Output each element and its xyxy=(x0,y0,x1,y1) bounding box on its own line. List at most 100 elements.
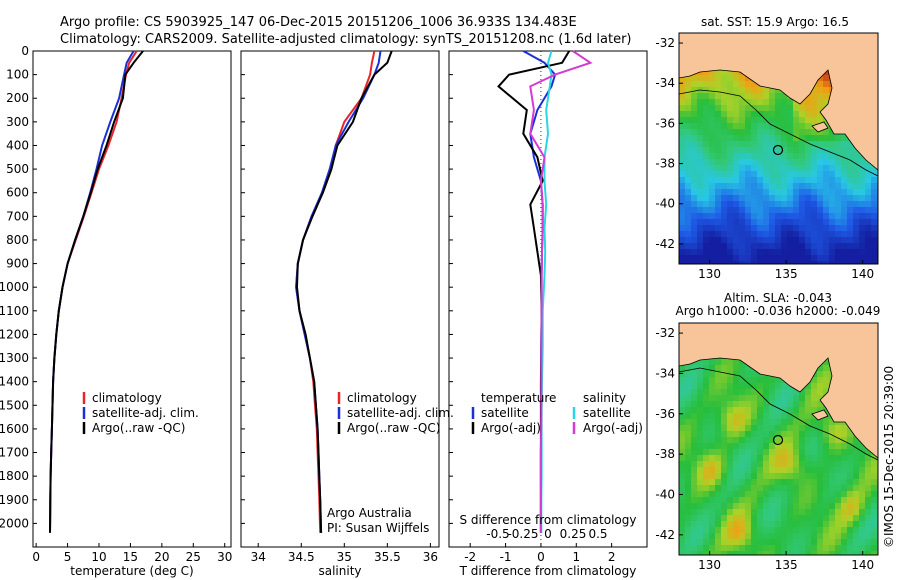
map-cell xyxy=(823,479,830,486)
sla-shelf-contour xyxy=(679,367,878,461)
map-cell xyxy=(865,189,872,196)
map-cell xyxy=(685,159,692,166)
map-cell xyxy=(793,455,800,462)
map-cell xyxy=(799,551,806,555)
map-cell xyxy=(865,455,872,462)
map-cell xyxy=(853,249,860,256)
map-cell xyxy=(775,515,782,522)
map-cell xyxy=(835,183,842,190)
map-cell xyxy=(787,225,794,232)
map-cell xyxy=(745,425,752,432)
depth-tick-label: 1900 xyxy=(0,493,29,507)
map-cell xyxy=(685,225,692,232)
map-cell xyxy=(811,437,818,444)
sla-map-subtitle: Argo h1000: -0.036 h2000: -0.049 xyxy=(676,304,881,318)
map-cell xyxy=(787,461,794,468)
map-cell xyxy=(769,473,776,480)
map-cell xyxy=(757,437,764,444)
map-cell xyxy=(757,389,764,396)
map-cell xyxy=(751,497,758,504)
map-cell xyxy=(745,503,752,510)
map-cell xyxy=(853,521,860,528)
map-cell xyxy=(679,153,686,160)
map-cell xyxy=(859,225,866,232)
map-cell xyxy=(709,479,716,486)
map-cell xyxy=(739,225,746,232)
map-cell xyxy=(811,515,818,522)
map-cell xyxy=(823,497,830,504)
map-cell xyxy=(835,237,842,244)
map-cell xyxy=(721,395,728,402)
map-cell xyxy=(691,99,698,106)
map-cell xyxy=(847,449,854,456)
map-cell xyxy=(805,231,812,238)
map-cell xyxy=(733,255,740,262)
map-cell xyxy=(721,443,728,450)
depth-tick-label: 1200 xyxy=(0,327,29,341)
map-cell xyxy=(703,503,710,510)
map-cell xyxy=(787,123,794,130)
map-cell xyxy=(793,545,800,552)
map-cell xyxy=(685,479,692,486)
map-cell xyxy=(691,377,698,384)
map-cell xyxy=(829,455,836,462)
map-cell xyxy=(781,201,788,208)
map-cell xyxy=(781,479,788,486)
map-cell xyxy=(841,183,848,190)
map-cell xyxy=(697,419,704,426)
map-cell xyxy=(805,129,812,136)
map-cell xyxy=(787,243,794,250)
map-cell xyxy=(709,195,716,202)
map-cell xyxy=(751,431,758,438)
map-cell xyxy=(745,111,752,118)
map-cell xyxy=(805,237,812,244)
map-cell xyxy=(739,123,746,130)
map-cell xyxy=(829,497,836,504)
map-cell xyxy=(739,431,746,438)
map-cell xyxy=(721,153,728,160)
map-cell xyxy=(793,129,800,136)
map-cell xyxy=(775,147,782,154)
map-cell xyxy=(865,249,872,256)
map-cell xyxy=(859,545,866,552)
map-cell xyxy=(721,515,728,522)
map-cell xyxy=(799,449,806,456)
map-cell xyxy=(811,177,818,184)
map-cell xyxy=(691,165,698,172)
map-y-tick-label: -42 xyxy=(655,237,675,251)
map-cell xyxy=(769,123,776,130)
map-cell xyxy=(727,431,734,438)
map-cell xyxy=(751,413,758,420)
map-cell xyxy=(727,69,734,76)
map-cell xyxy=(811,467,818,474)
map-cell xyxy=(841,515,848,522)
map-cell xyxy=(835,527,842,534)
series-line-satellite xyxy=(522,50,557,533)
map-cell xyxy=(727,365,734,372)
map-cell xyxy=(739,129,746,136)
map-cell xyxy=(709,135,716,142)
map-cell xyxy=(733,497,740,504)
map-cell xyxy=(799,213,806,220)
map-cell xyxy=(703,545,710,552)
map-cell xyxy=(835,189,842,196)
map-cell xyxy=(715,93,722,100)
map-cell xyxy=(757,401,764,408)
map-cell xyxy=(721,527,728,534)
map-cell xyxy=(775,395,782,402)
map-cell xyxy=(733,383,740,390)
map-cell xyxy=(823,153,830,160)
map-cell xyxy=(799,147,806,154)
map-cell xyxy=(799,521,806,528)
map-cell xyxy=(859,183,866,190)
x-tick-label: 10 xyxy=(91,550,106,564)
map-cell xyxy=(799,135,806,142)
map-cell xyxy=(757,165,764,172)
map-cell xyxy=(727,189,734,196)
map-cell xyxy=(817,171,824,178)
map-cell xyxy=(685,237,692,244)
map-cell xyxy=(763,473,770,480)
map-cell xyxy=(775,105,782,112)
map-cell xyxy=(745,225,752,232)
map-cell xyxy=(685,201,692,208)
